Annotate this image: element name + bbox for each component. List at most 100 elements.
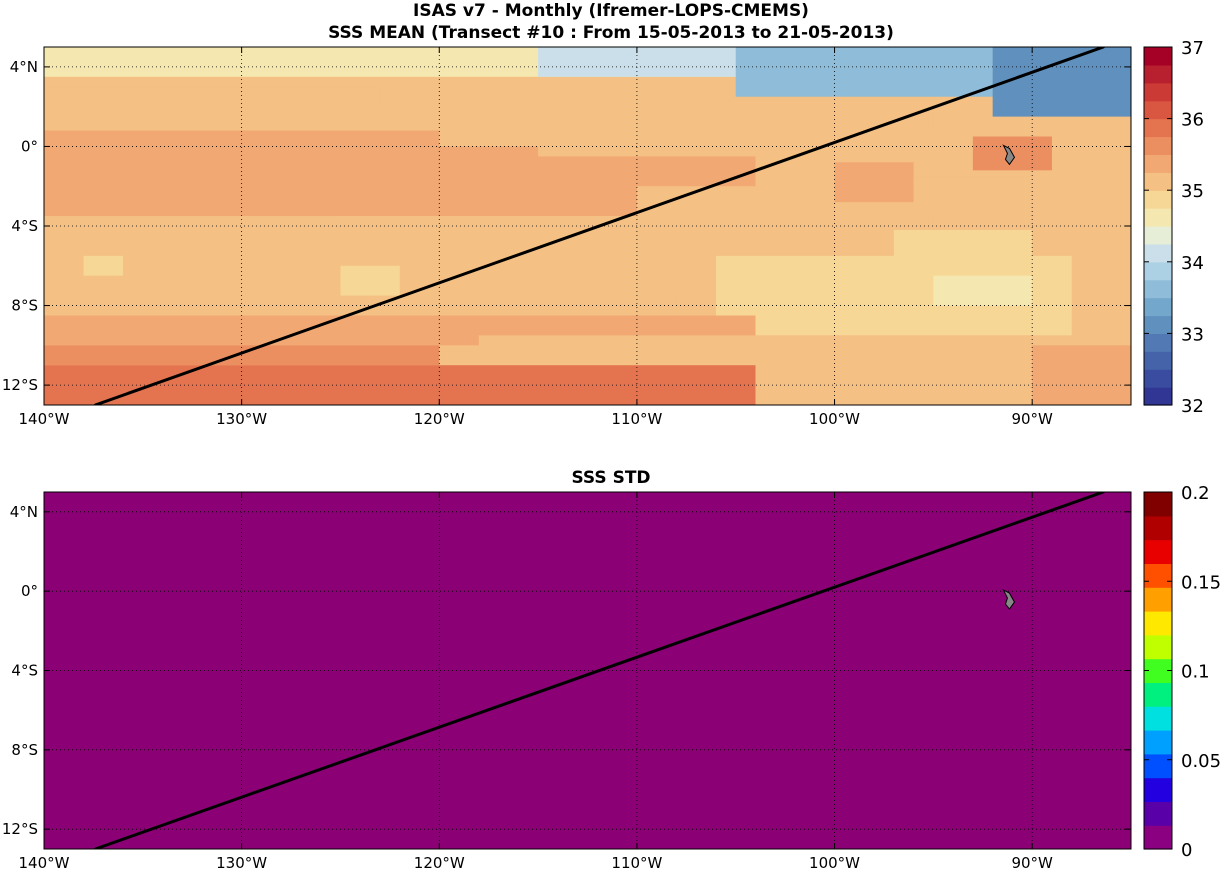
std-lat-ticks: 4°N 0° 4°S 8°S 12°S [2, 503, 1131, 838]
figure-title-line2: SSS MEAN (Transect #10 : From 15-05-2013… [328, 23, 894, 43]
lon-tick-label: 130°W [216, 410, 267, 428]
sss-cell-19 [340, 265, 400, 296]
std-lon-ticks: 140°W 130°W 120°W 110°W 100°W 90°W [19, 492, 1053, 871]
lon-tick-label: 120°W [414, 854, 465, 871]
sss-cell-10 [636, 156, 756, 187]
sss-std-map: 140°W 130°W 120°W 110°W 100°W 90°W 4°N 0° 4°S 8°… [2, 491, 1132, 871]
sss-mean-map: 140°W 130°W 120°W 110°W 100°W 90°W 4°N 0° 4°S 8°… [2, 46, 1132, 428]
sss-cell-18 [83, 255, 124, 276]
sss-mean-colorbar: 37 36 35 34 33 32 [1143, 38, 1204, 417]
island-shape [1002, 588, 1016, 610]
colorbar-swatch [1144, 154, 1172, 173]
colorbar-tick-label: 0.05 [1181, 751, 1221, 772]
colorbar-swatch [1144, 297, 1172, 317]
sss-cell-4 [992, 47, 1131, 117]
colorbar-swatch [1144, 82, 1172, 102]
colorbar-tick-label: 36 [1181, 110, 1204, 131]
colorbar-frame [1143, 46, 1173, 406]
lon-tick-label: 100°W [809, 854, 860, 871]
std-panel-title: SSS STD [571, 468, 651, 488]
mean-transect-line [93, 47, 1105, 405]
sss-cell-20 [44, 297, 677, 316]
transect-path [93, 492, 1105, 849]
lat-tick-label: 12°S [2, 820, 38, 838]
colorbar-swatch [1144, 825, 1172, 850]
galapagos-island-icon [1002, 588, 1016, 610]
mean-lon-ticks: 140°W 130°W 120°W 110°W 100°W 90°W [19, 47, 1053, 428]
lat-tick-label: 12°S [2, 376, 38, 394]
colorbar-swatch [1144, 172, 1172, 191]
colorbar-tick-label: 0 [1181, 840, 1192, 861]
colorbar-swatch [1144, 315, 1172, 334]
sss-cell-27 [1032, 345, 1131, 405]
lat-tick-label: 8°S [11, 741, 38, 759]
mean-lat-ticks: 4°N 0° 4°S 8°S 12°S [2, 58, 1131, 394]
sss-cell-26 [44, 385, 341, 405]
lat-tick-label: 8°S [11, 297, 38, 315]
colorbar-swatch [1144, 243, 1172, 263]
colorbar-swatch [1144, 64, 1172, 84]
sss-std-field [44, 492, 1131, 849]
lon-tick-label: 90°W [1011, 410, 1053, 428]
figure-title-line1: ISAS v7 - Monthly (Ifremer-LOPS-CMEMS) [413, 1, 809, 21]
lat-tick-label: 4°N [10, 503, 38, 521]
colorbar-tick-label: 0.2 [1181, 483, 1210, 504]
colorbar-tick-label: 35 [1181, 181, 1204, 202]
colorbar-swatch [1144, 492, 1172, 517]
lon-tick-label: 130°W [216, 854, 267, 871]
colorbar-swatch [1144, 190, 1172, 209]
sss-cell-9 [44, 156, 637, 217]
lon-tick-label: 90°W [1011, 854, 1053, 871]
colorbar-swatch [1144, 801, 1172, 826]
colorbar-swatch [1144, 208, 1172, 227]
colorbar-tick-label: 37 [1181, 38, 1204, 59]
sss-cell-13 [913, 176, 1033, 211]
sss-std-colorbar: 0.2 0.15 0.1 0.05 0 [1143, 483, 1221, 861]
colorbar-swatch [1144, 100, 1172, 120]
colorbar-tick-label: 0.1 [1181, 662, 1210, 683]
lat-tick-label: 0° [21, 582, 38, 600]
sss-mean-field [44, 47, 1131, 405]
island-shape [1002, 144, 1016, 166]
colorbar-swatch [1144, 333, 1172, 352]
colorbar-swatch [1144, 369, 1172, 388]
colorbar-swatch [1144, 351, 1172, 370]
lon-tick-label: 140°W [19, 410, 70, 428]
colorbar-tick-label: 34 [1181, 253, 1204, 274]
colorbar-swatch [1144, 515, 1172, 541]
colorbar-swatch [1144, 563, 1172, 588]
lat-tick-label: 4°S [11, 217, 38, 235]
lon-tick-label: 110°W [611, 410, 662, 428]
lon-tick-label: 110°W [611, 854, 662, 871]
lon-tick-label: 140°W [19, 854, 70, 871]
std-transect-line [93, 492, 1105, 849]
colorbar-swatch [1144, 706, 1172, 731]
colorbar-swatch [1144, 279, 1172, 299]
galapagos-island-icon [1002, 144, 1016, 166]
transect-path [93, 47, 1105, 405]
colorbar-tick-label: 32 [1181, 396, 1204, 417]
colorbar-swatch [1144, 730, 1172, 755]
colorbar-swatch [1144, 753, 1172, 779]
colorbar-swatch [1144, 634, 1172, 660]
colorbar-tick-label: 33 [1181, 324, 1204, 345]
colorbar-swatch [1144, 47, 1172, 66]
lat-tick-label: 4°S [11, 662, 38, 680]
sss-cell-11 [834, 162, 914, 203]
colorbar-swatch [1144, 587, 1172, 612]
colorbar-swatch [1144, 261, 1172, 281]
colorbar-swatch [1144, 539, 1172, 564]
colorbar-swatch [1144, 387, 1172, 406]
lon-tick-label: 120°W [414, 410, 465, 428]
sss-cell-6 [44, 106, 934, 131]
lon-tick-label: 100°W [809, 410, 860, 428]
colorbar-swatch [1144, 226, 1172, 245]
colorbar-swatch [1144, 682, 1172, 707]
colorbar-tick-label: 0.15 [1181, 572, 1221, 593]
lat-tick-label: 0° [21, 137, 38, 155]
colorbar-swatch [1144, 777, 1172, 802]
sss-cell-17 [933, 275, 1033, 306]
colorbar-swatch [1144, 136, 1172, 155]
colorbar-swatch [1144, 118, 1172, 138]
